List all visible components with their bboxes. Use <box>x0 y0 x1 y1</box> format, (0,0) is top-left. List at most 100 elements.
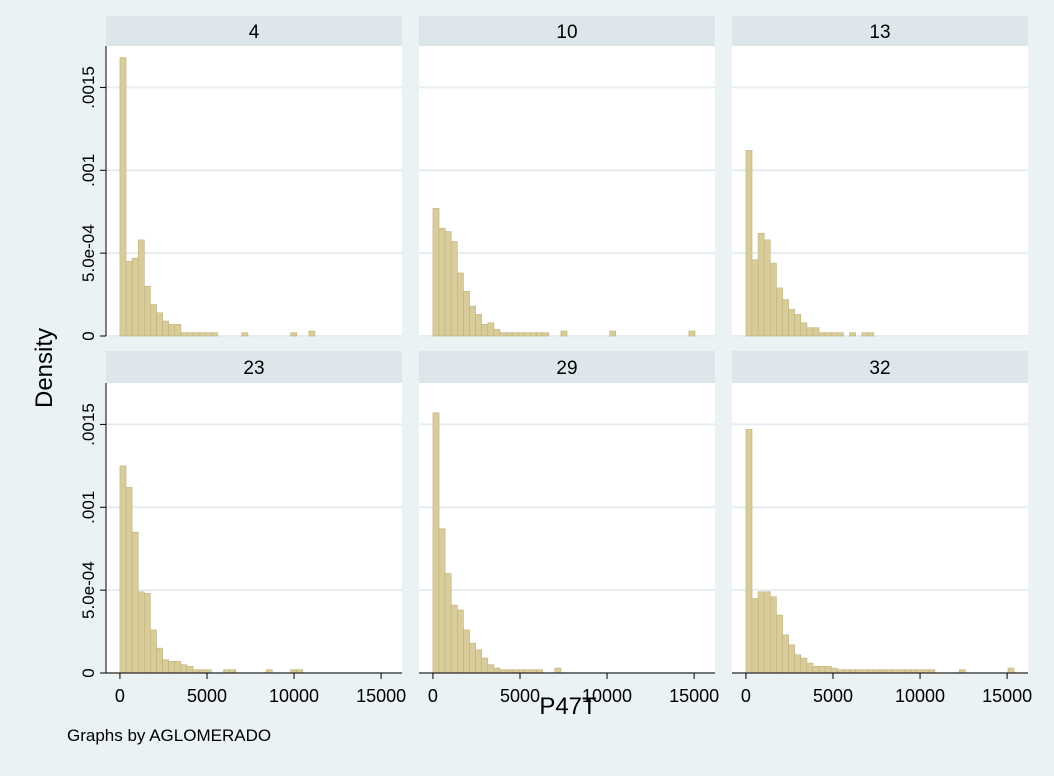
histogram-bar <box>156 312 163 337</box>
histogram-bar <box>211 332 218 337</box>
histogram-bar <box>812 666 820 674</box>
histogram-bar <box>530 332 537 337</box>
histogram-bar <box>487 664 495 674</box>
histogram-bar <box>757 591 765 674</box>
histogram-bar <box>198 332 206 337</box>
histogram-bar <box>475 649 482 674</box>
histogram-bar <box>469 305 476 337</box>
y-tick-label: 5.0e-04 <box>79 561 98 619</box>
x-tick-label: 0 <box>115 686 125 706</box>
histogram-bar <box>837 332 844 337</box>
histogram-bar <box>788 309 795 337</box>
histogram-bar <box>156 647 163 674</box>
histogram-bar <box>438 227 446 337</box>
histogram-bar <box>849 332 856 337</box>
facet-panels: 4 10 13 23 29 32 <box>106 16 1028 674</box>
histogram-bar <box>119 465 127 674</box>
histogram-bar <box>818 332 826 337</box>
histogram-bar <box>517 332 525 337</box>
histogram-bar <box>554 667 562 674</box>
axes: 0 5.0e-04 .001 .0015 0 5.0e-04 .001 .0015 0 5000 1… <box>79 46 1032 706</box>
histogram-bar <box>745 429 753 674</box>
histogram-bar <box>757 232 765 337</box>
y-tick-label: .0015 <box>79 403 98 446</box>
facet-header-label: 23 <box>243 358 264 379</box>
histogram-bar <box>450 604 458 674</box>
histogram-bar <box>812 327 820 337</box>
histogram-bar <box>432 208 440 337</box>
histogram-bar <box>131 531 139 674</box>
y-axis-label: Density <box>31 328 58 408</box>
x-tick-label: 10000 <box>582 686 632 706</box>
y-tick-label: 5.0e-04 <box>79 224 98 282</box>
histogram-bar <box>204 332 212 337</box>
histogram-bar <box>481 657 489 674</box>
histogram-bar <box>751 598 759 674</box>
histogram-bar <box>524 332 531 337</box>
histogram-bar <box>745 150 753 337</box>
facet-header <box>419 16 715 46</box>
histogram-bar <box>438 528 446 674</box>
histogram-bar <box>463 629 470 674</box>
facet-panel-23: 23 <box>106 351 402 674</box>
histogram-bar <box>511 332 519 337</box>
histogram-bar <box>444 231 452 337</box>
histogram-bar <box>119 57 127 337</box>
histogram-bar <box>137 239 145 337</box>
histogram-bar <box>770 596 777 674</box>
histogram-bar <box>806 327 814 337</box>
histogram-bar <box>806 662 814 674</box>
histogram-bar <box>186 332 194 337</box>
histogram-bar <box>174 661 182 674</box>
histogram-bar <box>125 261 133 337</box>
histogram-bar <box>493 329 501 337</box>
histogram-bar <box>794 314 802 337</box>
histogram-bar <box>800 322 808 337</box>
histogram-bar <box>609 330 617 337</box>
histogram-bar <box>137 591 145 674</box>
facet-header <box>732 351 1028 383</box>
histogram-bar <box>150 304 157 337</box>
facet-header <box>419 351 715 383</box>
histogram-bar <box>186 666 194 674</box>
x-tick-label: 15000 <box>982 686 1032 706</box>
x-tick-label: 15000 <box>356 686 406 706</box>
histogram-bar <box>867 332 875 337</box>
x-tick-label: 0 <box>428 686 438 706</box>
histogram-bar <box>308 330 316 337</box>
histogram-bar <box>457 272 464 337</box>
histogram-bar <box>131 257 139 337</box>
facet-panel-4: 4 <box>106 16 402 337</box>
facet-header <box>106 16 402 46</box>
y-tick-label: .0015 <box>79 66 98 109</box>
histogram-bar <box>444 573 452 674</box>
facet-panel-10: 10 <box>419 16 715 337</box>
histogram-bar <box>560 330 568 337</box>
histogram-bar <box>542 332 550 337</box>
facet-header-label: 4 <box>249 22 260 43</box>
histogram-bar <box>144 285 151 337</box>
histogram-bar <box>487 322 495 337</box>
histogram-bar <box>290 332 297 337</box>
histogram-bar <box>493 667 501 674</box>
x-tick-label: 5000 <box>813 686 853 706</box>
facet-plot-area <box>419 383 715 673</box>
histogram-bar <box>180 664 188 674</box>
histogram-bar <box>751 259 759 337</box>
facet-panel-13: 13 <box>732 16 1028 337</box>
histogram-bar <box>162 659 169 674</box>
facet-panel-32: 32 <box>732 351 1028 674</box>
y-tick-label: 0 <box>79 668 98 677</box>
histogram-bar <box>536 332 543 337</box>
x-tick-label: 15000 <box>669 686 719 706</box>
histogram-bar <box>144 593 151 674</box>
x-tick-label: 5000 <box>187 686 227 706</box>
histogram-bar <box>174 324 182 337</box>
graphs-by-note: Graphs by AGLOMERADO <box>67 726 271 745</box>
histogram-bar <box>457 609 464 674</box>
histogram-bar <box>776 287 783 337</box>
histogram-bar <box>800 657 808 674</box>
facet-header-label: 32 <box>869 358 890 379</box>
facet-plot-area <box>106 383 402 673</box>
